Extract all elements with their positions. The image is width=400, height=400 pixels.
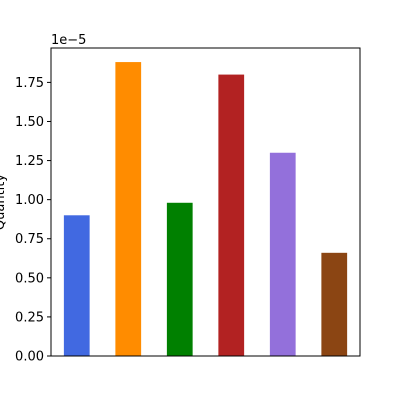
y-axis-label: Quantity xyxy=(0,174,8,230)
y-tick-label: 0.50 xyxy=(15,271,44,286)
bars-group xyxy=(63,62,348,356)
plot-frame xyxy=(50,47,361,357)
bar-3 xyxy=(166,202,193,356)
y-tick-label: 1.75 xyxy=(15,76,44,91)
bar-6 xyxy=(321,252,348,356)
bar-2 xyxy=(115,62,142,356)
y-axis-scale-label: 1e−5 xyxy=(51,33,86,48)
bar-5 xyxy=(269,152,296,356)
y-tick-label: 0.75 xyxy=(15,232,44,247)
y-tick-label: 0.25 xyxy=(15,310,44,325)
y-tick-label: 1.25 xyxy=(15,154,44,169)
bar-1 xyxy=(63,215,90,356)
y-tick-label: 0.00 xyxy=(15,350,44,365)
y-axis: 0.00 0.25 0.50 0.75 1.00 1.25 1.50 1.75 xyxy=(15,76,51,365)
bar-4 xyxy=(218,74,245,356)
y-tick-label: 1.00 xyxy=(15,193,44,208)
y-tick-label: 1.50 xyxy=(15,115,44,130)
